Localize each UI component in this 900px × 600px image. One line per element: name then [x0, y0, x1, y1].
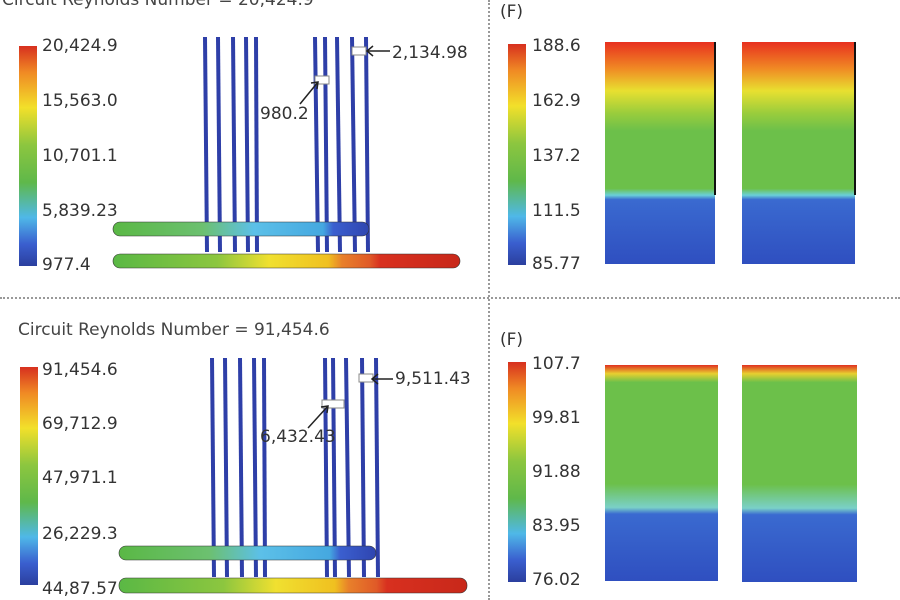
callout-min: 980.2: [260, 104, 309, 124]
colorbar-label: 47,971.1: [42, 468, 118, 488]
colorbar-label: 26,229.3: [42, 524, 118, 544]
bottom-riser-tubes: [210, 357, 380, 578]
callout-max: 2,134.98: [392, 43, 468, 63]
temp-colorbar-label: 137.2: [532, 146, 581, 166]
temp-colorbar-label: 76.02: [532, 570, 581, 590]
temp-unit: (F): [500, 330, 524, 350]
callout-min: 6,432.43: [260, 427, 336, 447]
colorbar-label: 977.4: [42, 255, 91, 275]
temp-colorbar-label: 91.88: [532, 462, 581, 482]
bottom-title: Circuit Reynolds Number = 91,454.6: [18, 320, 330, 340]
top-temperature-colorbar: [508, 44, 526, 265]
top-upper-header-pipe: [112, 221, 370, 237]
bottom-upper-header-pipe: [118, 545, 377, 561]
top-lower-header-pipe: [112, 253, 461, 269]
temp-colorbar-label: 83.95: [532, 516, 581, 536]
temp-colorbar-label: 111.5: [532, 201, 581, 221]
temp-colorbar-label: 99.81: [532, 408, 581, 428]
bottom-reynolds-colorbar: [20, 367, 38, 585]
vertical-divider: [488, 0, 490, 600]
colorbar-label: 5,839.23: [42, 201, 118, 221]
bottom-heatmap-left: [605, 365, 718, 581]
temp-colorbar-label: 85.77: [532, 254, 581, 274]
top-reynolds-colorbar: [19, 46, 37, 266]
top-heatmap-right: [742, 42, 855, 264]
colorbar-label: 15,563.0: [42, 91, 118, 111]
colorbar-label: 10,701.1: [42, 146, 118, 166]
temp-colorbar-label: 162.9: [532, 91, 581, 111]
top-title: Circuit Reynolds Number = 20,424.9: [2, 0, 314, 10]
top-riser-tubes: [203, 36, 370, 253]
colorbar-label: 91,454.6: [42, 360, 118, 380]
colorbar-label: 44,87.57: [42, 579, 118, 599]
temp-colorbar-label: 188.6: [532, 36, 581, 56]
bottom-temperature-colorbar: [508, 362, 526, 582]
bottom-heatmap-right: [742, 365, 857, 582]
colorbar-label: 20,424.9: [42, 36, 118, 56]
temp-colorbar-label: 107.7: [532, 354, 581, 374]
top-heatmap-left: [605, 42, 715, 264]
callout-max: 9,511.43: [395, 369, 471, 389]
temp-unit: (F): [500, 2, 524, 22]
bottom-lower-header-pipe: [118, 577, 468, 594]
colorbar-label: 69,712.9: [42, 414, 118, 434]
horizontal-divider: [0, 297, 900, 299]
